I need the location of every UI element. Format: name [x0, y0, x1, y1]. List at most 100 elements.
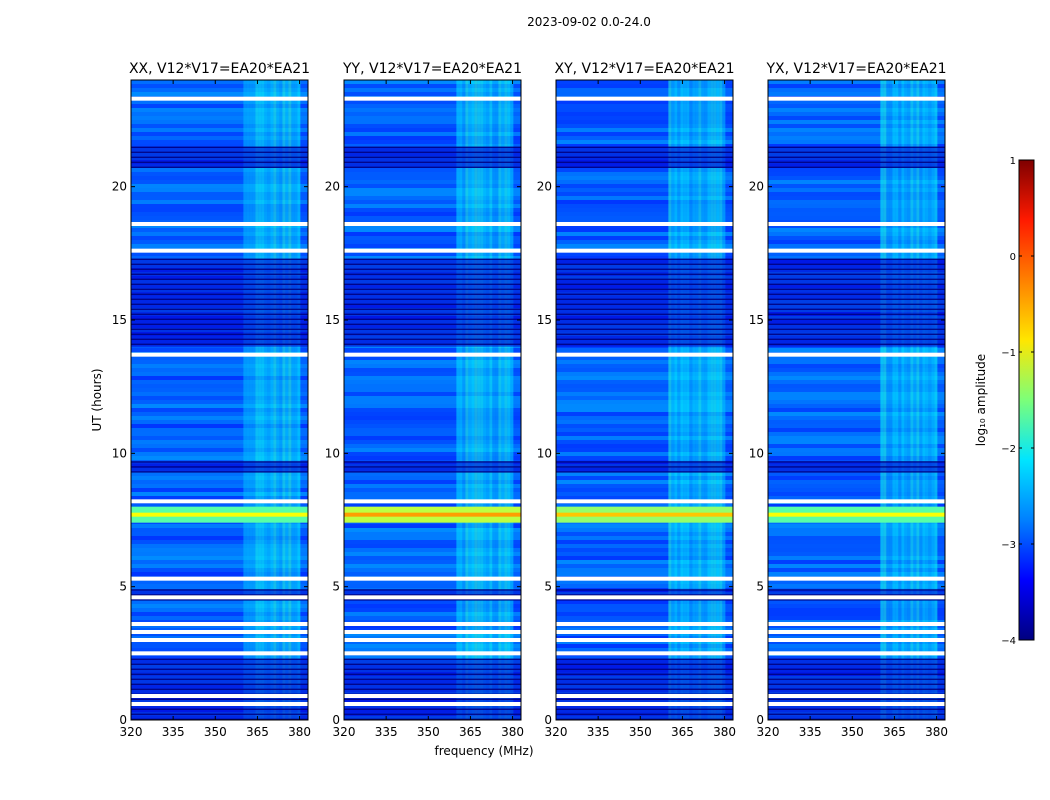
enhanced-streak: [701, 80, 705, 720]
flag-line: [344, 263, 521, 265]
flag-line: [768, 263, 945, 265]
flag-line: [768, 288, 945, 290]
flag-line: [768, 313, 945, 315]
flag-line: [768, 323, 945, 325]
spectrogram-row: [768, 140, 945, 144]
spectrogram-row: [131, 612, 308, 616]
rfi-band-core: [768, 512, 945, 517]
enhanced-streak: [459, 80, 463, 720]
flag-line: [131, 273, 308, 275]
spectrogram-row: [556, 252, 733, 256]
spectrogram-row: [131, 104, 308, 108]
enhanced-streak: [689, 80, 693, 720]
flag-line: [344, 589, 521, 591]
spectrogram-row: [768, 144, 945, 148]
spectrogram-row: [768, 252, 945, 256]
spectrogram-row: [131, 456, 308, 460]
spectrogram-row: [131, 476, 308, 480]
blank-row: [131, 595, 308, 600]
flag-line: [556, 663, 733, 665]
blank-row: [768, 576, 945, 581]
spectrogram-row: [768, 616, 945, 620]
flag-line: [768, 713, 945, 715]
spectrogram-row: [131, 360, 308, 364]
blank-row: [556, 622, 733, 626]
flag-line: [131, 323, 308, 325]
spectrogram-row: [768, 120, 945, 124]
y-tick-label: 5: [756, 580, 764, 594]
spectrogram-row: [131, 116, 308, 120]
spectrogram-row: [344, 176, 521, 180]
spectrogram-row: [344, 180, 521, 184]
spectrogram-row: [131, 168, 308, 172]
flag-line: [556, 343, 733, 345]
flag-line: [556, 668, 733, 670]
spectrogram-row: [768, 380, 945, 384]
flag-line: [556, 283, 733, 285]
spectrogram-row: [131, 244, 308, 248]
x-tick-label: 380: [288, 725, 311, 739]
flag-line: [344, 343, 521, 345]
spectrogram-row: [556, 472, 733, 476]
spectrogram-row: [344, 204, 521, 208]
flag-line: [768, 589, 945, 591]
spectrogram-row: [768, 124, 945, 128]
spectrogram-row: [344, 404, 521, 408]
spectrogram-row: [768, 428, 945, 432]
spectrogram-row: [768, 540, 945, 544]
flag-line: [768, 146, 945, 148]
spectrogram-row: [344, 504, 521, 508]
spectrogram-row: [344, 496, 521, 500]
spectrogram-row: [131, 488, 308, 492]
flag-line: [768, 718, 945, 720]
spectrogram-row: [131, 504, 308, 508]
enhanced-streak: [468, 80, 472, 720]
flag-line: [344, 303, 521, 305]
spectrogram-row: [131, 400, 308, 404]
y-tick-label: 10: [537, 446, 552, 460]
enhanced-streak: [686, 80, 690, 720]
spectrogram-row: [131, 252, 308, 256]
flag-line: [344, 683, 521, 685]
spectrogram-row: [344, 140, 521, 144]
flag-line: [556, 156, 733, 158]
spectrogram-row: [131, 92, 308, 96]
spectrogram-row: [556, 116, 733, 120]
blank-row: [344, 96, 521, 101]
spectrogram-row: [768, 372, 945, 376]
flag-line: [768, 688, 945, 690]
spectrogram-row: [556, 544, 733, 548]
enhanced-streak: [285, 80, 289, 720]
y-tick-label: 20: [112, 180, 127, 194]
y-tick-label: 0: [119, 713, 127, 727]
flag-line: [556, 698, 733, 700]
blank-row: [556, 499, 733, 504]
enhanced-streak: [895, 80, 899, 720]
spectrogram-row: [768, 420, 945, 424]
flag-line: [768, 166, 945, 168]
spectrogram-row: [768, 368, 945, 372]
spectrogram-row: [344, 388, 521, 392]
flag-line: [344, 333, 521, 335]
spectrogram-row: [556, 604, 733, 608]
spectrogram-row: [768, 448, 945, 452]
spectrogram-row: [344, 168, 521, 172]
enhanced-streak: [886, 80, 890, 720]
spectrogram-row: [556, 404, 733, 408]
flag-line: [344, 273, 521, 275]
blank-row: [768, 595, 945, 600]
spectrogram-row: [131, 132, 308, 136]
spectrogram-row: [556, 232, 733, 236]
enhanced-streak: [928, 80, 932, 720]
spectrogram-row: [344, 428, 521, 432]
flag-line: [556, 708, 733, 710]
spectrogram-row: [131, 180, 308, 184]
spectrogram-row: [344, 408, 521, 412]
spectrogram-row: [556, 452, 733, 456]
blank-row: [556, 630, 733, 634]
blank-row: [131, 222, 308, 226]
spectrogram-row: [344, 356, 521, 360]
flag-line: [768, 328, 945, 330]
x-tick-label: 365: [671, 725, 694, 739]
